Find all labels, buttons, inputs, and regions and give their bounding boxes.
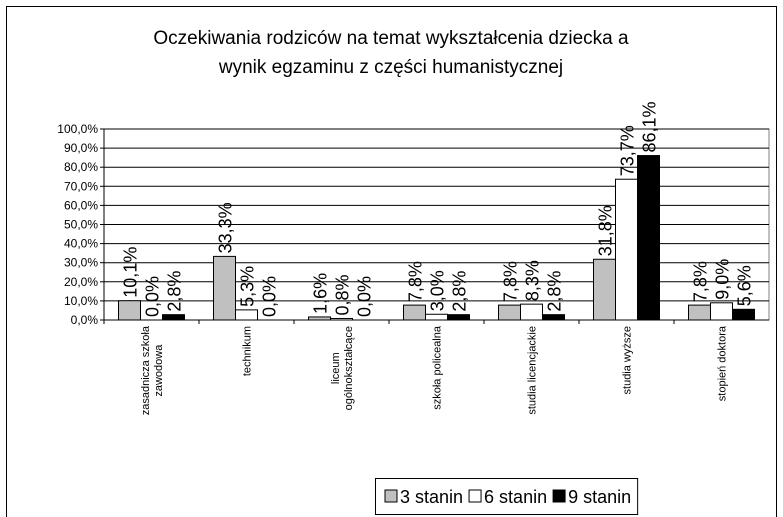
data-label: 31,8%: [596, 205, 616, 256]
legend-swatch: [384, 489, 398, 503]
data-label: 86,1%: [640, 102, 660, 153]
bar: [162, 314, 185, 321]
data-label: 2,8%: [450, 271, 470, 312]
y-tick-label: 90,0%: [64, 141, 98, 155]
bar: [688, 304, 711, 321]
data-label: 33,3%: [216, 202, 236, 253]
x-tick-label: zasadnicza szkołazawodowa: [140, 325, 165, 415]
data-label: 5,3%: [238, 266, 258, 307]
bar: [330, 317, 353, 321]
bar: [403, 304, 426, 321]
x-tick-label-line: technikum: [242, 326, 254, 376]
x-tick-label: studia wyższe: [622, 326, 634, 394]
data-label: 9,0%: [713, 259, 733, 300]
x-tick-label: liceumogólnokształcące: [330, 326, 355, 410]
data-label: 0,0%: [355, 276, 375, 317]
legend: [375, 478, 639, 515]
data-label: 2,8%: [165, 271, 185, 312]
data-label: 73,7%: [618, 125, 638, 176]
legend-label: 3 stanin: [400, 487, 463, 507]
data-label: 0,0%: [260, 276, 280, 317]
data-label: 10,1%: [121, 247, 141, 298]
data-label: 0,0%: [143, 276, 163, 317]
x-tick-label-line: studia wyższe: [622, 326, 634, 394]
x-tick-label: stopień doktora: [717, 325, 729, 401]
data-label: 5,6%: [735, 265, 755, 306]
y-tick-label: 100,0%: [57, 122, 98, 136]
data-label: 2,8%: [545, 271, 565, 312]
data-label: 7,8%: [691, 261, 711, 302]
x-tick-label-line: studia licencjackie: [527, 326, 539, 415]
data-label: 3,0%: [428, 270, 448, 311]
y-tick-label: 20,0%: [64, 275, 98, 289]
data-label: 7,8%: [406, 261, 426, 302]
x-tick-label-line: szkoła policealna: [432, 325, 444, 410]
bar: [542, 314, 565, 321]
bar: [498, 304, 521, 321]
x-tick-label-line: liceum: [330, 352, 342, 384]
y-tick-label: 40,0%: [64, 237, 98, 251]
bar: [520, 303, 543, 321]
bar: [710, 302, 733, 321]
y-tick-label: 50,0%: [64, 218, 98, 232]
y-tick-label: 0,0%: [71, 313, 99, 327]
bar: [425, 313, 448, 321]
bar: [637, 155, 660, 321]
bar: [593, 258, 616, 321]
data-label: 8,3%: [523, 260, 543, 301]
data-label: 0,8%: [333, 274, 353, 315]
bar: [213, 255, 236, 321]
bar: [732, 308, 755, 321]
legend-label: 6 stanin: [484, 487, 547, 507]
x-tick-label: studia licencjackie: [527, 326, 539, 415]
data-label: 1,6%: [311, 273, 331, 314]
bar: [447, 314, 470, 321]
title-line: Oczekiwania rodziców na temat wykształce…: [153, 28, 629, 49]
bar: [235, 309, 258, 321]
x-tick-label-line: stopień doktora: [717, 325, 729, 401]
bar: [308, 316, 331, 321]
legend-swatch: [552, 489, 566, 503]
y-tick-label: 60,0%: [64, 198, 98, 212]
x-tick-label-line: ogólnokształcące: [343, 326, 355, 410]
title-line: wynik egzaminu z części humanistycznej: [218, 57, 563, 78]
y-tick-label: 80,0%: [64, 160, 98, 174]
chart-title: Oczekiwania rodziców na temat wykształce…: [153, 28, 629, 78]
legend-label: 9 stanin: [568, 487, 631, 507]
x-tick-label: szkoła policealna: [432, 325, 444, 410]
x-tick-label-line: zawodowa: [153, 344, 165, 397]
bar: [118, 300, 141, 321]
x-tick-label-line: zasadnicza szkoła: [140, 325, 152, 415]
bar: [615, 178, 638, 321]
legend-swatch: [468, 489, 482, 503]
x-tick-label: technikum: [242, 326, 254, 376]
y-tick-label: 70,0%: [64, 179, 98, 193]
y-tick-label: 30,0%: [64, 256, 98, 270]
y-tick-label: 10,0%: [64, 294, 98, 308]
data-label: 7,8%: [501, 261, 521, 302]
